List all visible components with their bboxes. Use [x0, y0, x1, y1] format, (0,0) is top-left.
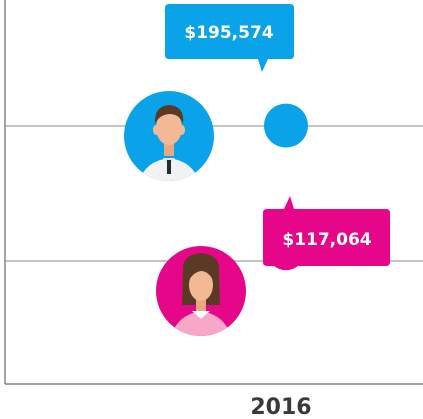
value-label-woman: $117,064 [282, 230, 371, 250]
callout-blue: $195,574 [165, 4, 294, 72]
value-label-man: $195,574 [184, 23, 273, 43]
man-avatar-icon [124, 91, 214, 181]
woman-avatar-icon [156, 246, 246, 336]
callout-magenta: $117,064 [263, 196, 390, 266]
x-tick-label-2016: 2016 [250, 395, 311, 419]
data-point-man [264, 103, 308, 148]
